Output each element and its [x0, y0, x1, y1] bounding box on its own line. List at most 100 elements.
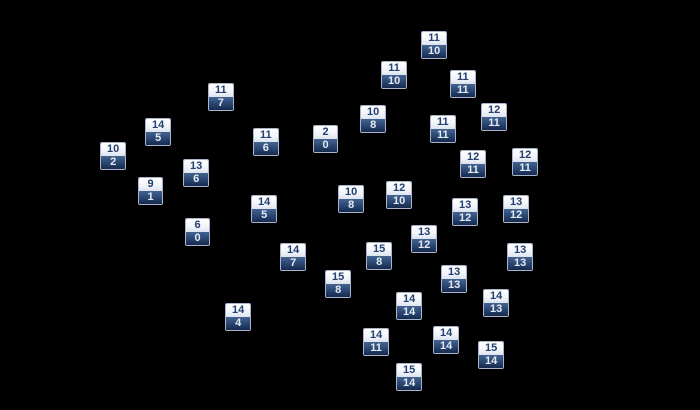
node-bottom-value: 11 [364, 342, 389, 355]
graph-node[interactable]: 9 1 [138, 177, 163, 205]
graph-node[interactable]: 13 12 [411, 225, 438, 253]
node-top-value: 14 [252, 196, 277, 209]
node-top-value: 11 [422, 32, 447, 45]
node-bottom-value: 14 [434, 340, 459, 353]
node-top-value: 15 [367, 243, 392, 256]
graph-node[interactable]: 12 11 [481, 103, 508, 131]
graph-node[interactable]: 14 4 [225, 303, 252, 331]
node-top-value: 14 [226, 304, 251, 317]
node-top-value: 13 [453, 199, 478, 212]
node-top-value: 14 [281, 244, 306, 257]
graph-node[interactable]: 2 0 [313, 125, 338, 153]
node-top-value: 12 [461, 151, 486, 164]
node-top-value: 13 [442, 266, 467, 279]
node-top-value: 13 [504, 196, 529, 209]
node-top-value: 12 [387, 182, 412, 195]
node-top-value: 14 [434, 327, 459, 340]
graph-node[interactable]: 12 10 [386, 181, 413, 209]
node-bottom-value: 10 [382, 75, 407, 88]
node-bottom-value: 7 [281, 257, 306, 270]
node-top-value: 9 [139, 178, 162, 191]
node-bottom-value: 0 [186, 232, 209, 245]
graph-node[interactable]: 12 11 [512, 148, 539, 176]
node-bottom-value: 12 [453, 212, 478, 225]
node-top-value: 14 [146, 119, 171, 132]
graph-node[interactable]: 15 8 [366, 242, 393, 270]
node-bottom-value: 8 [367, 256, 392, 269]
graph-node[interactable]: 15 14 [478, 341, 505, 369]
node-top-value: 15 [479, 342, 504, 355]
graph-node[interactable]: 14 5 [145, 118, 172, 146]
node-top-value: 2 [314, 126, 337, 139]
node-top-value: 15 [326, 271, 351, 284]
graph-node[interactable]: 10 8 [338, 185, 365, 213]
graph-node[interactable]: 10 2 [100, 142, 127, 170]
node-bottom-value: 14 [479, 355, 504, 368]
node-top-value: 13 [508, 244, 533, 257]
node-bottom-value: 13 [484, 303, 509, 316]
graph-node[interactable]: 14 7 [280, 243, 307, 271]
node-bottom-value: 14 [397, 306, 422, 319]
graph-node[interactable]: 10 8 [360, 105, 387, 133]
node-bottom-value: 6 [184, 173, 209, 186]
node-top-value: 11 [209, 84, 233, 97]
node-bottom-value: 13 [442, 279, 467, 292]
node-bottom-value: 8 [339, 199, 364, 212]
graph-node[interactable]: 13 13 [441, 265, 468, 293]
graph-node[interactable]: 13 12 [503, 195, 530, 223]
node-bottom-value: 5 [252, 209, 277, 222]
node-bottom-value: 14 [397, 377, 422, 390]
node-bottom-value: 7 [209, 97, 233, 110]
node-bottom-value: 11 [461, 164, 486, 177]
node-top-value: 10 [339, 186, 364, 199]
graph-node[interactable]: 11 7 [208, 83, 234, 111]
graph-node[interactable]: 14 14 [433, 326, 460, 354]
node-top-value: 14 [364, 329, 389, 342]
node-top-value: 10 [101, 143, 126, 156]
graph-node[interactable]: 14 13 [483, 289, 510, 317]
node-bottom-value: 0 [314, 139, 337, 152]
node-bottom-value: 10 [422, 45, 447, 58]
node-top-value: 13 [412, 226, 437, 239]
graph-node[interactable]: 11 6 [253, 128, 279, 156]
node-top-value: 11 [431, 116, 455, 129]
graph-node[interactable]: 13 6 [183, 159, 210, 187]
node-bottom-value: 12 [504, 209, 529, 222]
node-top-value: 11 [382, 62, 407, 75]
node-bottom-value: 11 [513, 162, 538, 175]
node-bottom-value: 5 [146, 132, 171, 145]
graph-node[interactable]: 15 8 [325, 270, 352, 298]
node-top-value: 11 [254, 129, 278, 142]
graph-node[interactable]: 14 11 [363, 328, 390, 356]
node-top-value: 6 [186, 219, 209, 232]
node-bottom-value: 8 [326, 284, 351, 297]
node-bottom-value: 13 [508, 257, 533, 270]
node-top-value: 10 [361, 106, 386, 119]
graph-node[interactable]: 11 10 [421, 31, 448, 59]
node-top-value: 13 [184, 160, 209, 173]
graph-node[interactable]: 11 10 [381, 61, 408, 89]
graph-node[interactable]: 13 13 [507, 243, 534, 271]
graph-node[interactable]: 13 12 [452, 198, 479, 226]
graph-node[interactable]: 14 14 [396, 292, 423, 320]
node-top-value: 12 [513, 149, 538, 162]
node-top-value: 14 [397, 293, 422, 306]
node-bottom-value: 4 [226, 317, 251, 330]
graph-node[interactable]: 11 11 [450, 70, 476, 98]
graph-node[interactable]: 15 14 [396, 363, 423, 391]
node-bottom-value: 11 [431, 129, 455, 142]
node-bottom-value: 11 [451, 84, 475, 97]
node-bottom-value: 1 [139, 191, 162, 204]
graph-node[interactable]: 14 5 [251, 195, 278, 223]
node-top-value: 11 [451, 71, 475, 84]
node-top-value: 15 [397, 364, 422, 377]
graph-node[interactable]: 11 11 [430, 115, 456, 143]
graph-node[interactable]: 6 0 [185, 218, 210, 246]
node-bottom-value: 12 [412, 239, 437, 252]
node-bottom-value: 6 [254, 142, 278, 155]
node-top-value: 12 [482, 104, 507, 117]
graph-node[interactable]: 12 11 [460, 150, 487, 178]
node-bottom-value: 8 [361, 119, 386, 132]
node-bottom-value: 10 [387, 195, 412, 208]
